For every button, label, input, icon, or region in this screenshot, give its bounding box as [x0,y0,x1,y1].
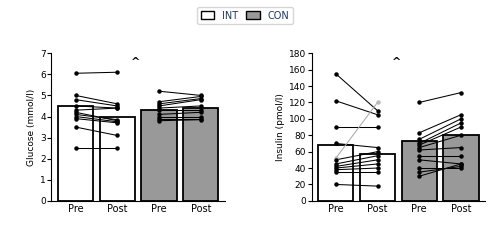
Bar [443,135,479,201]
Bar [318,145,353,201]
Bar [360,154,395,201]
Bar [58,106,93,201]
Y-axis label: Glucose (mmol/l): Glucose (mmol/l) [27,88,36,166]
Bar [142,110,176,201]
Y-axis label: Insulin (pmol/l): Insulin (pmol/l) [276,93,285,161]
Text: ^: ^ [392,57,401,67]
Bar [100,116,135,201]
Bar [402,141,437,201]
Legend: INT, CON: INT, CON [197,7,293,24]
Bar [183,108,219,201]
Text: ^: ^ [131,57,141,67]
